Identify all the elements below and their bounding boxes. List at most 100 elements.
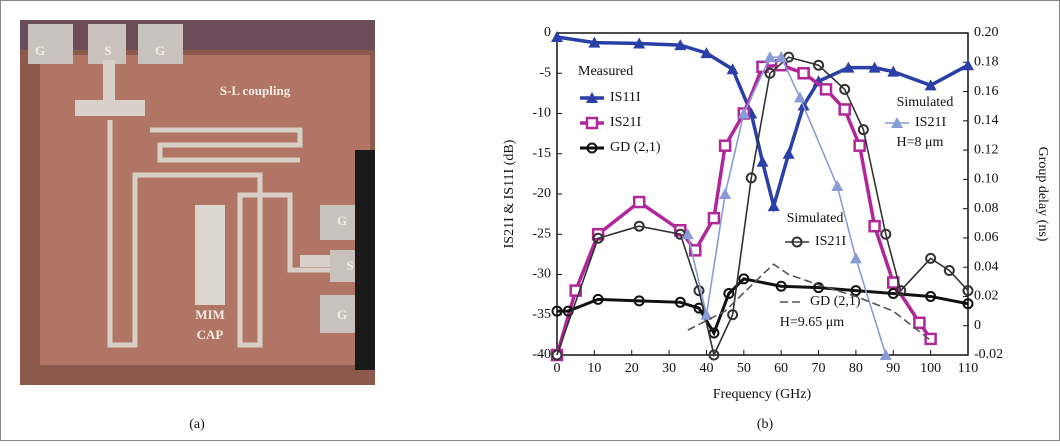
- x-tick-label: 70: [812, 361, 826, 376]
- y2-tick-label: 0.08: [974, 201, 999, 216]
- y-tick-label: -35: [532, 307, 551, 322]
- y2-tick-label: 0.10: [974, 172, 999, 187]
- marker: [632, 195, 646, 209]
- y-tick-label: -5: [539, 65, 551, 80]
- marker: [924, 332, 937, 346]
- marker: [764, 67, 776, 79]
- marker: [763, 51, 776, 63]
- y-tick-label: -25: [532, 226, 551, 241]
- x-tick-label: 30: [662, 361, 676, 376]
- marker: [913, 316, 926, 330]
- x-tick-label: 90: [886, 361, 900, 376]
- legend-label: IS21I: [610, 115, 641, 130]
- marker: [943, 264, 955, 276]
- marker: [782, 147, 795, 159]
- marker: [879, 349, 892, 360]
- y-tick-label: -15: [532, 146, 551, 161]
- micrograph: G S G S-L coupling G S G MIM CAP: [20, 20, 375, 385]
- marker: [775, 51, 788, 63]
- marker: [813, 59, 825, 71]
- legend-label: GD (2,1): [610, 140, 661, 155]
- y2-tick-label: 0.16: [974, 84, 999, 99]
- marker: [925, 290, 937, 302]
- photo-label: CAP: [197, 327, 224, 342]
- marker: [887, 65, 900, 77]
- x-tick-label: 20: [625, 361, 639, 376]
- photo-label: S: [104, 43, 111, 58]
- marker: [569, 284, 582, 297]
- y2-tick-label: 0.18: [974, 54, 999, 69]
- marker: [791, 236, 803, 248]
- y2-tick-label: 0.12: [974, 142, 999, 157]
- marker: [831, 179, 844, 191]
- x-tick-label: 10: [587, 361, 601, 376]
- marker: [592, 232, 604, 244]
- marker: [850, 285, 862, 297]
- legend-label: IS21I: [915, 115, 946, 130]
- marker: [723, 288, 735, 300]
- y-tick-label: -10: [532, 106, 551, 121]
- marker: [793, 91, 806, 103]
- marker: [880, 228, 892, 240]
- photo-label: S: [346, 258, 353, 273]
- marker: [688, 244, 702, 257]
- y2-tick-label: -0.02: [974, 347, 1003, 362]
- marker: [586, 142, 598, 154]
- marker: [674, 296, 686, 308]
- marker: [849, 252, 862, 264]
- y2-tick-label: 0: [974, 318, 981, 333]
- marker: [585, 116, 599, 130]
- series-line: [687, 263, 932, 341]
- marker: [891, 117, 903, 128]
- x-tick-label: 110: [958, 361, 978, 376]
- marker: [693, 285, 705, 297]
- legend-label: IS21I: [815, 234, 846, 249]
- marker: [738, 273, 750, 285]
- x-tick-label: 40: [699, 361, 713, 376]
- x-tick-label: 80: [849, 361, 863, 376]
- legend-label: IS11I: [610, 90, 641, 105]
- marker: [707, 211, 721, 225]
- marker: [962, 59, 974, 71]
- marker: [745, 172, 757, 184]
- marker: [819, 83, 833, 96]
- x-tick-label: 50: [737, 361, 751, 376]
- annotation: Simulated: [897, 95, 954, 110]
- marker: [853, 139, 866, 152]
- annotation: Measured: [578, 64, 633, 79]
- marker: [592, 293, 604, 305]
- marker: [797, 67, 810, 80]
- marker: [838, 103, 851, 116]
- marker: [868, 219, 881, 233]
- y-tick-label: 0: [544, 25, 551, 40]
- marker: [674, 39, 687, 51]
- photo-label: MIM: [195, 307, 225, 322]
- x-tick-label: 60: [774, 361, 788, 376]
- marker: [924, 79, 937, 91]
- marker: [708, 349, 720, 361]
- legend-label: GD (2,1): [810, 294, 861, 309]
- photo-label: G: [35, 43, 45, 58]
- y2-tick-label: 0.04: [974, 259, 999, 274]
- marker: [962, 285, 974, 297]
- marker: [726, 63, 739, 75]
- caption-a: (a): [189, 417, 205, 432]
- photo-label: S-L coupling: [220, 83, 291, 98]
- marker: [813, 282, 825, 294]
- caption-b: (b): [757, 417, 774, 432]
- marker: [887, 276, 900, 289]
- series-line: [556, 56, 969, 358]
- y2-axis-label: Group delay (ns): [1035, 147, 1050, 242]
- annotation: H=9.65 μm: [780, 315, 845, 330]
- photo-label: G: [337, 213, 347, 228]
- y-tick-label: -30: [532, 267, 551, 282]
- marker: [737, 107, 750, 119]
- x-tick-label: 100: [920, 361, 941, 376]
- marker: [839, 83, 851, 95]
- y2-tick-label: 0.02: [974, 289, 999, 304]
- marker: [633, 295, 645, 307]
- marker: [962, 298, 974, 310]
- marker: [551, 31, 563, 43]
- y-tick-label: -40: [532, 347, 551, 362]
